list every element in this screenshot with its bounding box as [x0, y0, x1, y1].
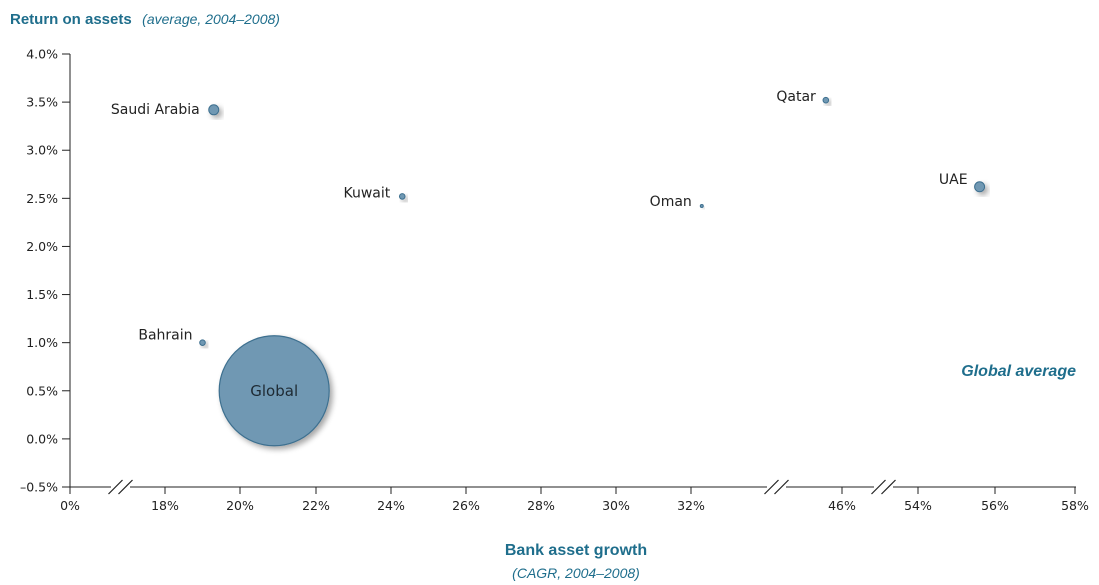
point-qatar	[822, 96, 830, 104]
x-axis-sublabel: (CAGR, 2004–2008)	[512, 565, 640, 581]
axis-breaks	[108, 479, 896, 495]
y-tick-label: 2.0%	[26, 239, 58, 254]
point-label-qatar: Qatar	[776, 89, 816, 105]
x-tick-label: 0%	[60, 498, 80, 513]
x-tick-label: 18%	[151, 498, 179, 513]
axis-break-mark	[774, 479, 789, 495]
y-tick-label: 0.5%	[26, 383, 58, 398]
point-oman	[699, 204, 704, 209]
x-tick-label: 30%	[602, 498, 630, 513]
point-label-saudi-arabia: Saudi Arabia	[111, 102, 200, 118]
point-uae	[974, 181, 986, 193]
y-tick-label: 2.5%	[26, 191, 58, 206]
x-tick-label: 28%	[527, 498, 555, 513]
x-tick-label: 56%	[981, 498, 1009, 513]
y-tick-label: 0.0%	[26, 431, 58, 446]
x-tick-label: 26%	[452, 498, 480, 513]
point-bahrain	[199, 339, 206, 346]
x-tick-label: 58%	[1061, 498, 1089, 513]
data-points: Saudi Arabia Kuwait Bahrain Global Oman Qatar…	[111, 89, 986, 447]
x-tick-label: 32%	[677, 498, 705, 513]
axis-break-mark	[108, 479, 123, 495]
y-ticks: 4.0% 3.5% 3.0% 2.5% 2.0% 1.5% 1.0% 0.5% 0.0% –0.5…	[20, 47, 70, 495]
y-tick-label: 4.0%	[26, 47, 58, 62]
x-tick-label: 24%	[377, 498, 405, 513]
x-tick-label: 20%	[226, 498, 254, 513]
x-tick-label: 22%	[302, 498, 330, 513]
point-label-global: Global	[250, 382, 298, 400]
point-label-kuwait: Kuwait	[343, 185, 390, 201]
point-global	[218, 335, 330, 447]
y-tick-label: 1.0%	[26, 335, 58, 350]
x-ticks: 0% 18% 20% 22% 24% 26% 28% 30% 32% 46% 54% 56% 58%	[60, 487, 1089, 513]
y-tick-label: 1.5%	[26, 287, 58, 302]
x-tick-label: 54%	[904, 498, 932, 513]
y-tick-label: 3.5%	[26, 95, 58, 110]
axis-break-mark	[881, 479, 896, 495]
axis-break-mark	[871, 479, 886, 495]
x-axis-label: Bank asset growth	[505, 542, 647, 559]
y-tick-label: –0.5%	[20, 480, 58, 495]
axis-break-mark	[764, 479, 779, 495]
point-saudi-arabia	[208, 104, 220, 116]
x-tick-label: 46%	[828, 498, 856, 513]
legend-global-average: Global average	[961, 363, 1076, 380]
point-label-uae: UAE	[939, 172, 968, 188]
point-label-oman: Oman	[650, 194, 692, 210]
point-label-bahrain: Bahrain	[138, 328, 192, 344]
point-kuwait	[398, 193, 406, 200]
chart-subtitle: (average, 2004–2008)	[142, 11, 280, 27]
y-tick-label: 3.0%	[26, 143, 58, 158]
chart-title: Return on assets	[10, 11, 132, 28]
chart-title-group: Return on assets (average, 2004–2008)	[10, 11, 280, 28]
axis-break-mark	[118, 479, 133, 495]
